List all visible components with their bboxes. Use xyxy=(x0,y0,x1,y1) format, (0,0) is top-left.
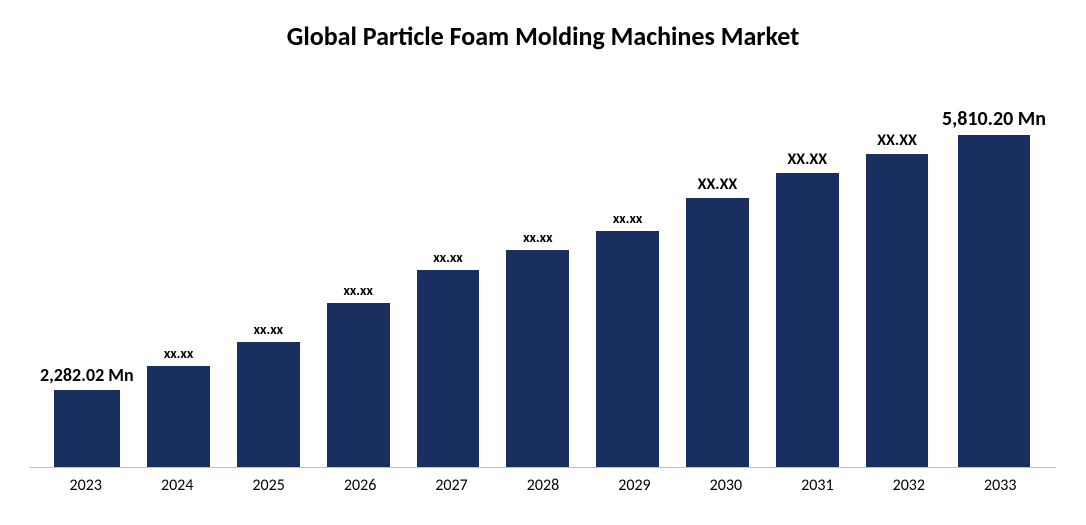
x-axis-tick: 2025 xyxy=(223,476,314,495)
bar xyxy=(686,198,749,468)
x-axis: 2023202420252026202720282029203020312032… xyxy=(30,468,1056,495)
bar-column: xx.xx xyxy=(403,82,493,467)
bar-value-label: xx.xx xyxy=(613,210,642,227)
bar xyxy=(327,303,390,467)
bar-column: XX.XX xyxy=(852,82,942,467)
bar-column: 5,810.20 Mn xyxy=(942,82,1046,467)
bar-column: xx.xx xyxy=(493,82,583,467)
bar xyxy=(237,342,300,467)
bar-value-label: xx.xx xyxy=(254,321,283,338)
bar-value-label: xx.xx xyxy=(343,282,372,299)
bar-column: xx.xx xyxy=(313,82,403,467)
x-axis-tick: 2024 xyxy=(131,476,222,495)
bars-wrap: 2,282.02 Mn xx.xx xx.xx xx.xx xx.xx xx.xx xx.x… xyxy=(30,82,1056,468)
bar-value-label: xx.xx xyxy=(523,229,552,246)
bar xyxy=(54,390,120,467)
x-axis-tick: 2033 xyxy=(955,476,1046,495)
x-axis-tick: 2030 xyxy=(680,476,771,495)
x-axis-tick: 2023 xyxy=(40,476,131,495)
bar-value-label: 5,810.20 Mn xyxy=(942,107,1046,131)
x-axis-tick: 2032 xyxy=(863,476,954,495)
bar xyxy=(958,135,1031,467)
x-axis-tick: 2031 xyxy=(772,476,863,495)
bar-column: 2,282.02 Mn xyxy=(40,82,134,467)
bar-column: xx.xx xyxy=(134,82,224,467)
bar xyxy=(147,366,210,467)
bar-value-label: XX.XX xyxy=(698,175,738,194)
bar xyxy=(417,270,480,467)
x-axis-tick: 2027 xyxy=(406,476,497,495)
bar-value-label: XX.XX xyxy=(787,150,827,169)
bar-column: XX.XX xyxy=(673,82,763,467)
x-axis-tick: 2028 xyxy=(497,476,588,495)
bar-value-label: xx.xx xyxy=(433,249,462,266)
chart-container: Global Particle Foam Molding Machines Ma… xyxy=(0,0,1086,525)
chart-title: Global Particle Foam Molding Machines Ma… xyxy=(30,20,1056,52)
bar-value-label: XX.XX xyxy=(877,131,917,150)
bar xyxy=(506,250,569,467)
bar-value-label: xx.xx xyxy=(164,345,193,362)
chart-area: 2,282.02 Mn xx.xx xx.xx xx.xx xx.xx xx.xx xx.x… xyxy=(30,82,1056,495)
bar-column: xx.xx xyxy=(223,82,313,467)
bar xyxy=(866,154,929,467)
bar-column: xx.xx xyxy=(583,82,673,467)
bar-value-label: 2,282.02 Mn xyxy=(40,364,134,386)
bar xyxy=(776,173,839,467)
x-axis-tick: 2029 xyxy=(589,476,680,495)
x-axis-tick: 2026 xyxy=(314,476,405,495)
bar-column: XX.XX xyxy=(762,82,852,467)
bar xyxy=(596,231,659,467)
